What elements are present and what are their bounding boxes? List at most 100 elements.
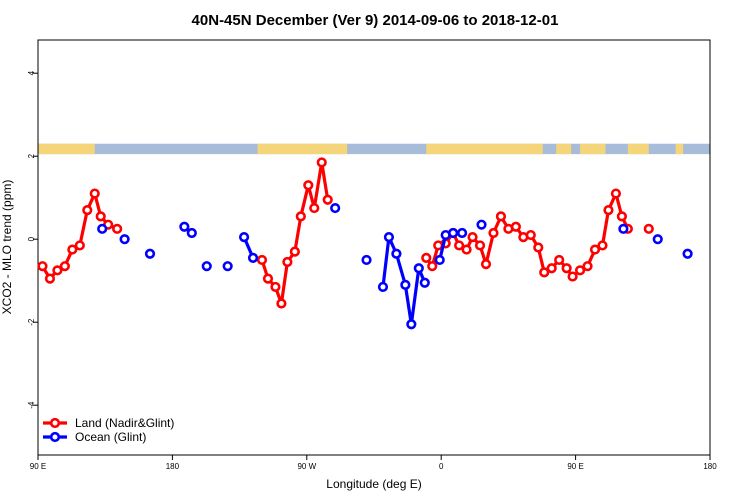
land-point: [44, 273, 56, 284]
ocean-point: [448, 227, 459, 239]
strip-ocean: [38, 143, 710, 155]
y-axis: -4 -2 0 2 4: [27, 70, 38, 409]
ocean-point: [186, 227, 197, 239]
land-point: [589, 244, 601, 255]
strip-land-span: [675, 143, 684, 155]
ocean-point: [144, 248, 156, 259]
legend-marker: [49, 431, 61, 443]
land-point: [89, 188, 100, 199]
ocean-point: [222, 261, 233, 272]
land-point: [567, 271, 578, 282]
strip-land-span: [426, 143, 543, 155]
x-axis: 90 E 180 90 W 0 90 E 180: [30, 455, 717, 471]
land-point: [52, 265, 63, 276]
strip-land-span: [580, 143, 606, 155]
ocean-point: [97, 223, 108, 234]
y-tick-label: 2: [27, 153, 36, 158]
land-point: [427, 261, 438, 272]
land-point: [74, 240, 85, 251]
ocean-point: [434, 254, 445, 266]
land-point: [610, 188, 622, 199]
land-point: [510, 221, 521, 232]
land-point: [256, 254, 268, 266]
land-line: [41, 191, 118, 281]
land-point: [67, 244, 78, 255]
land-point: [309, 202, 320, 214]
ocean-point: [400, 279, 411, 290]
ocean-point: [618, 223, 629, 234]
legend: Land (Nadir&Glint)Ocean (Glint): [43, 416, 174, 444]
land-point: [525, 229, 536, 241]
ocean-point: [201, 261, 212, 272]
land-point: [95, 211, 106, 222]
y-tick-label: 0: [27, 236, 36, 241]
legend-label: Ocean (Glint): [75, 430, 146, 444]
strip-land-span: [38, 143, 95, 155]
land-point: [59, 261, 70, 272]
y-tick-label: 4: [27, 70, 36, 75]
ocean-point: [406, 319, 417, 330]
x-tick-label: 180: [166, 462, 180, 471]
ocean-point: [419, 277, 430, 288]
land-point: [303, 180, 314, 191]
land-point: [276, 298, 287, 309]
y-tick-label: -4: [27, 401, 36, 409]
y-axis-label: XCO2 - MLO trend (ppm): [0, 180, 14, 315]
series-layer: [37, 157, 693, 330]
ocean-point: [383, 232, 395, 243]
land-point: [474, 240, 486, 251]
land-point: [488, 227, 499, 239]
land-point: [467, 232, 478, 243]
land-point: [574, 265, 586, 276]
plot-frame: [37, 39, 711, 456]
land-point: [82, 205, 93, 216]
ocean-point: [179, 221, 190, 232]
legend-label: Land (Nadir&Glint): [75, 416, 174, 430]
ocean-point: [238, 232, 250, 243]
land-point: [603, 205, 614, 216]
strip-land-span: [627, 143, 649, 155]
x-tick-label: 90 W: [297, 462, 316, 471]
land-point: [554, 254, 565, 266]
x-tick-label: 180: [703, 462, 717, 471]
land-point: [112, 223, 123, 234]
land-point: [316, 157, 327, 168]
land-point: [262, 273, 274, 284]
land-point: [539, 267, 550, 278]
ocean-point: [330, 202, 341, 214]
legend-marker: [49, 417, 61, 429]
strip-land-span: [556, 143, 572, 155]
land-point: [270, 281, 281, 293]
chart-title: 40N-45N December (Ver 9) 2014-09-06 to 2…: [192, 12, 559, 29]
land-point: [561, 263, 572, 274]
ocean-point: [247, 252, 259, 263]
land-point: [643, 223, 654, 234]
land-point: [461, 244, 472, 255]
x-axis-label: Longitude (deg E): [326, 477, 421, 491]
ocean-point: [457, 227, 468, 239]
x-tick-label: 0: [439, 462, 444, 471]
land-line: [260, 160, 330, 306]
ocean-point: [476, 219, 487, 230]
land-point: [421, 252, 432, 263]
land-point: [480, 259, 492, 270]
land-sea-strip: [38, 143, 710, 155]
x-tick-label: 90 E: [567, 462, 583, 471]
land-point: [582, 261, 593, 272]
land-point: [533, 242, 544, 253]
land-point: [597, 240, 608, 251]
land-point: [289, 246, 300, 257]
ocean-point: [413, 263, 424, 274]
strip-land-span: [257, 143, 348, 155]
ocean-point: [682, 248, 693, 259]
ocean-point: [361, 254, 372, 266]
land-point: [616, 211, 627, 222]
land-point: [282, 256, 293, 268]
ocean-point: [652, 234, 663, 245]
land-point: [495, 211, 507, 222]
ocean-point: [377, 281, 389, 293]
x-tick-label: 90 E: [30, 462, 46, 471]
ocean-point: [391, 248, 402, 259]
land-point: [322, 194, 333, 205]
